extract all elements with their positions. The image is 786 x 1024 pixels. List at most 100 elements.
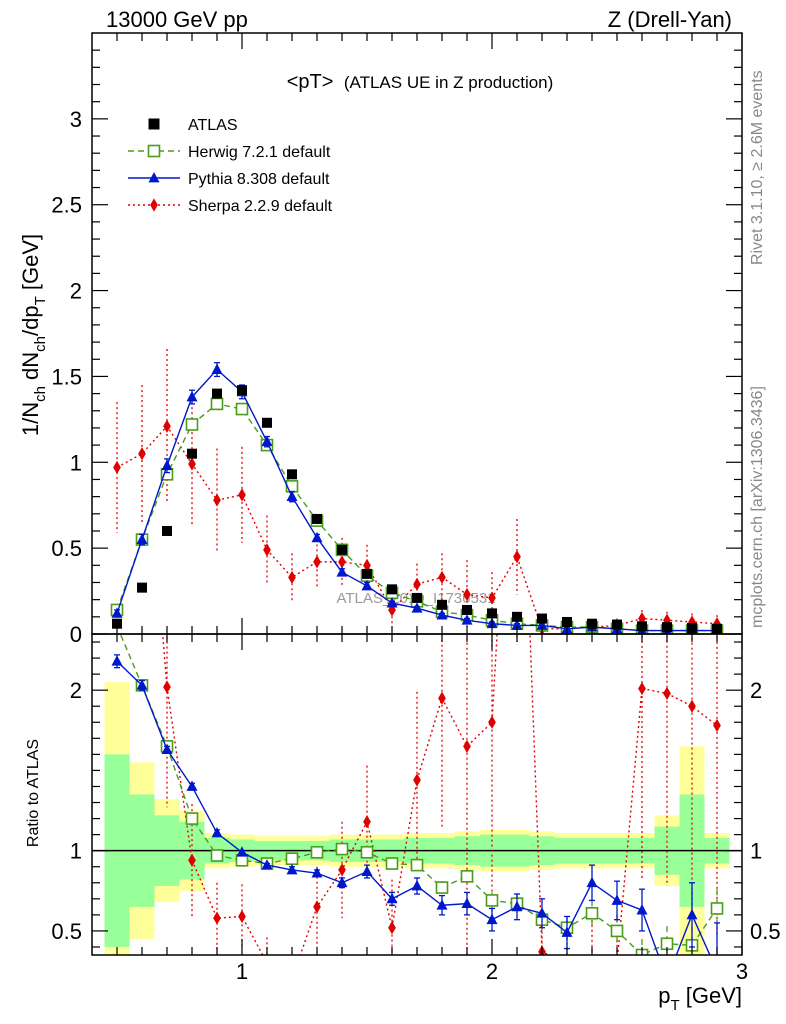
legend-marker-sherpa-2-2-9-default — [150, 198, 158, 212]
y-axis-label-ratio: Ratio to ATLAS — [25, 739, 42, 847]
ratio-sherpa-2-2-9-default-point — [613, 956, 621, 969]
y-tick-label-ratio-left: 0.5 — [51, 919, 82, 944]
main-sherpa-2-2-9-default-point — [388, 603, 396, 617]
ratio-pythia-8-308-default-point — [136, 679, 148, 690]
plot-title: <pT> (ATLAS UE in Z production) — [287, 71, 554, 93]
ratio-herwig-7-2-1-default-point — [610, 924, 624, 938]
main-sherpa-2-2-9-default-point — [138, 447, 146, 461]
x-tick-label: 1 — [236, 959, 248, 984]
ratio-herwig-7-2-1-default-point — [335, 842, 349, 856]
main-sherpa-2-2-9-default-point — [688, 615, 696, 629]
main-atlas-point — [587, 618, 597, 629]
ratio-pythia-8-308-default-point — [662, 973, 673, 983]
y-tick-label-ratio-right: 0.5 — [750, 919, 781, 944]
ratio-pythia-8-308-default-point — [311, 867, 323, 878]
ratio-sherpa-2-2-9-default-point — [688, 699, 696, 713]
x-tick-label: 2 — [486, 959, 498, 984]
main-sherpa-2-2-9-default-point — [288, 570, 296, 584]
ratio-sherpa-2-2-9-default-point — [638, 681, 646, 696]
ratio-herwig-7-2-1-default-point — [185, 812, 199, 825]
mcplots-reference-label: mcplots.cern.ch [arXiv:1306.3436] — [749, 386, 766, 628]
main-herwig-7-2-1-default-point — [235, 402, 249, 416]
main-atlas-point — [112, 618, 122, 629]
ratio-sherpa-2-2-9-default-point — [588, 956, 596, 969]
main-atlas-point — [337, 544, 347, 555]
ratio-pythia-8-308-default-point — [186, 780, 198, 791]
main-atlas-point — [487, 608, 497, 619]
ratio-sherpa-2-2-9-default-point — [488, 715, 496, 729]
main-atlas-point — [537, 613, 547, 624]
main-pythia-8-308-default-point — [436, 609, 448, 620]
main-sherpa-2-2-9-default-point — [238, 488, 246, 502]
ratio-pythia-8-308-default-point — [486, 913, 498, 925]
y-tick-label-ratio-left: 2 — [70, 678, 82, 703]
main-pythia-8-308-default-point — [461, 614, 473, 625]
main-atlas-point — [162, 525, 172, 536]
ratio-sherpa-2-2-9-default-point — [463, 739, 471, 753]
plot-title-sub: (ATLAS UE in Z production) — [344, 73, 553, 92]
main-pythia-8-308-default-point — [411, 602, 423, 613]
y-tick-label-main: 0 — [70, 622, 82, 647]
y-tick-label-main: 0.5 — [51, 536, 82, 561]
ratio-sherpa-2-2-9-default-point — [263, 956, 271, 969]
ratio-herwig-7-2-1-default-point — [485, 894, 499, 907]
legend-marker-atlas — [148, 118, 160, 130]
y-tick-label-main: 1.5 — [51, 364, 82, 389]
main-atlas-point — [437, 599, 447, 610]
ratio-sherpa-2-2-9-default-point — [213, 911, 221, 925]
main-sherpa-2-2-9-default-point — [438, 570, 446, 584]
main-sherpa-2-2-9-default-point — [313, 555, 321, 569]
main-sherpa-2-2-9-default-point — [413, 577, 421, 591]
ratio-herwig-7-2-1-default-point — [585, 906, 599, 920]
ratio-sherpa-2-2-9-default-point — [288, 972, 296, 985]
ratio-pythia-8-308-default-point — [361, 865, 373, 876]
plot-title-main: <pT> — [287, 71, 334, 93]
ratio-herwig-7-2-1-default-point — [385, 857, 399, 870]
ratio-sherpa-2-2-9-default-point — [438, 691, 446, 705]
ratio-pythia-8-308-default-point — [111, 655, 123, 666]
y-tick-label-ratio-right: 1 — [750, 839, 762, 864]
ratio-sherpa-2-2-9-default-point — [388, 921, 396, 935]
header-right-label: Z (Drell-Yan) — [608, 7, 732, 32]
legend-label-pythia-8-308-default: Pythia 8.308 default — [188, 171, 330, 188]
main-atlas-point — [387, 584, 397, 595]
main-plot-data — [110, 348, 724, 634]
main-herwig-7-2-1-default-point — [285, 480, 299, 493]
ratio-herwig-7-2-1-default-point — [435, 881, 449, 894]
main-pythia-8-308-default-point — [286, 490, 298, 502]
main-sherpa-2-2-9-default-point — [463, 587, 471, 602]
y-tick-label-main: 1 — [70, 450, 82, 475]
main-pythia-8-308-default-point — [511, 619, 523, 630]
ratio-sherpa-2-2-9-default-point — [188, 853, 196, 867]
axis-tick-labels: 1 2 300.511.522.530.5 0.51 12 2 — [51, 107, 780, 984]
main-pythia-8-308-default-point — [111, 607, 123, 618]
ratio-sherpa-2-2-9-default-point — [513, 282, 521, 295]
ratio-pythia-8-308-default-point — [386, 892, 398, 904]
main-sherpa-2-2-9-default-point — [213, 493, 221, 507]
ratio-pythia-8-308-default-point — [536, 907, 548, 918]
main-atlas-point — [562, 616, 572, 627]
x-axis-label: pT [GeV] — [658, 983, 742, 1014]
ratio-pythia-8-308-default-point — [211, 826, 223, 838]
ratio-sherpa-2-2-9-default-point — [163, 680, 171, 694]
main-atlas-point — [237, 385, 247, 396]
ratio-pythia-8-308-default-line — [116, 660, 711, 955]
ratio-pythia-8-308-default-point — [511, 900, 523, 912]
main-pythia-8-308-default-point — [211, 363, 223, 374]
main-atlas-point — [187, 448, 197, 459]
main-atlas-point — [287, 469, 297, 480]
ratio-herwig-7-2-1-default-point — [410, 858, 424, 872]
ratio-pythia-8-308-default-point — [611, 894, 623, 905]
ratio-sherpa-2-2-9-default-point — [663, 686, 671, 700]
ratio-pythia-8-308-default-point — [336, 876, 348, 888]
y-tick-label-main: 3 — [70, 107, 82, 132]
x-tick-label: 3 — [736, 959, 748, 984]
axis-ticks — [92, 33, 743, 955]
ratio-sherpa-2-2-9-default-point — [238, 909, 246, 924]
main-sherpa-2-2-9-default-point — [513, 550, 521, 564]
main-sherpa-2-2-9-default-point — [488, 591, 496, 605]
main-herwig-7-2-1-default-point — [185, 418, 199, 431]
main-pythia-8-308-default-point — [336, 566, 348, 577]
ratio-pythia-8-308-default-point — [436, 899, 448, 910]
ratio-herwig-7-2-1-default-point — [360, 845, 374, 859]
